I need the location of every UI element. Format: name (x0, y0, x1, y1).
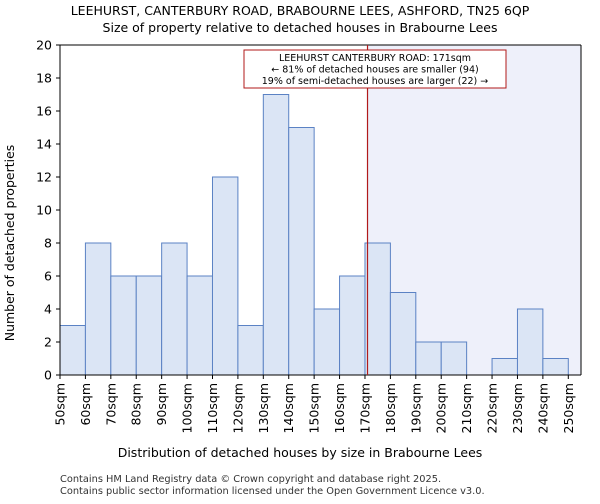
plot-area: 0 2 4 6 8 10 12 14 16 18 20 50sqm 60sqm 70sqm 80sqm 90s… (36, 38, 582, 433)
x-tick-label-16: 210sqm (459, 383, 474, 433)
bar-10 (313, 308, 341, 376)
y-tick-label-2: 2 (44, 335, 52, 350)
bar-17 (491, 358, 518, 376)
x-tick-label-9: 140sqm (281, 383, 296, 433)
x-axis-label: Distribution of detached houses by size … (118, 445, 483, 460)
bar-11 (339, 275, 366, 376)
bar-9 (288, 127, 315, 376)
bar-7 (237, 325, 264, 376)
y-tick-label-20: 20 (36, 38, 52, 53)
bar-2 (110, 275, 137, 376)
bar-18 (516, 308, 544, 376)
x-tick-label-7: 120sqm (230, 383, 245, 433)
bar-4 (161, 242, 188, 376)
y-tick-label-12: 12 (36, 170, 52, 185)
y-tick-label-8: 8 (44, 236, 52, 251)
annotation-box (243, 49, 507, 89)
x-tick-label-19: 240sqm (535, 383, 550, 433)
bar-15 (440, 341, 468, 376)
y-tick-label-14: 14 (36, 137, 52, 152)
bar-12 (364, 242, 391, 376)
y-tick-label-16: 16 (36, 104, 52, 119)
x-tick-label-14: 190sqm (408, 383, 423, 433)
x-tick-label-10: 150sqm (307, 383, 322, 433)
x-tick-label-5: 100sqm (180, 383, 195, 433)
x-tick-label-13: 180sqm (383, 383, 398, 433)
annotation-line-0: LEEHURST CANTERBURY ROAD: 171sqm (279, 53, 471, 64)
y-axis-label: Number of detached properties (2, 145, 17, 342)
bar-3 (135, 275, 163, 376)
x-tick-label-20: 250sqm (561, 383, 576, 433)
footer-line-2: Contains public sector information licen… (60, 486, 485, 497)
y-tick-label-18: 18 (36, 71, 52, 86)
bar-19 (542, 358, 569, 376)
chart-subtitle: Size of property relative to detached ho… (103, 20, 498, 35)
bar-5 (186, 275, 213, 376)
x-tick-label-4: 90sqm (154, 383, 169, 426)
x-tick-label-17: 220sqm (485, 383, 500, 433)
bar-0 (59, 325, 86, 376)
annotation-line-2: 19% of semi-detached houses are larger (… (262, 76, 489, 87)
x-tick-label-2: 70sqm (103, 383, 118, 426)
x-tick-label-12: 170sqm (357, 383, 372, 433)
footer-line-1: Contains HM Land Registry data © Crown c… (60, 474, 441, 485)
y-tick-label-0: 0 (44, 368, 52, 383)
x-tick-label-0: 50sqm (53, 383, 68, 426)
bar-13 (389, 292, 417, 376)
y-tick-label-10: 10 (36, 203, 52, 218)
y-tick-label-4: 4 (44, 302, 52, 317)
x-tick-label-18: 230sqm (510, 383, 525, 433)
bar-1 (84, 242, 112, 376)
x-tick-label-11: 160sqm (332, 383, 347, 433)
x-tick-label-15: 200sqm (434, 383, 449, 433)
chart-title: LEEHURST, CANTERBURY ROAD, BRABOURNE LEE… (71, 3, 530, 18)
bar-8 (262, 94, 290, 376)
bar-14 (415, 341, 442, 376)
x-tick-label-8: 130sqm (256, 383, 271, 433)
x-tick-label-3: 80sqm (129, 383, 144, 426)
bar-6 (211, 176, 239, 376)
y-tick-label-6: 6 (44, 269, 52, 284)
x-tick-label-1: 60sqm (78, 383, 93, 426)
x-tick-label-6: 110sqm (205, 383, 220, 433)
annotation-line-1: ← 81% of detached houses are smaller (94… (271, 65, 478, 76)
